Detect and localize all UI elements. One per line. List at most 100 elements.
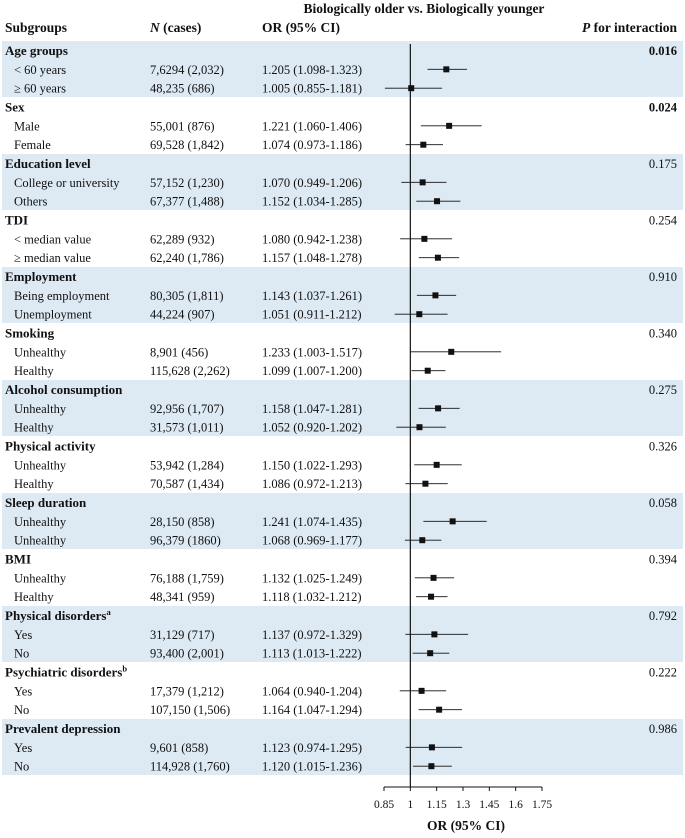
n-cases: 17,379 (1,212) bbox=[150, 684, 224, 698]
subgroup-label: Unhealthy bbox=[14, 402, 67, 416]
subgroup-label: Healthy bbox=[14, 421, 54, 435]
p-interaction: 0.326 bbox=[649, 440, 677, 454]
n-cases: 96,379 (1860) bbox=[150, 534, 221, 548]
header-n-italic: N bbox=[149, 20, 161, 35]
or-point bbox=[436, 706, 443, 713]
row-band bbox=[2, 380, 683, 436]
n-cases: 31,573 (1,011) bbox=[150, 421, 224, 435]
row-band bbox=[2, 41, 683, 97]
or-ci-text: 1.052 (0.920-1.202) bbox=[262, 421, 362, 435]
group-title: Sleep duration bbox=[5, 495, 87, 510]
or-point bbox=[434, 254, 441, 261]
n-cases: 55,001 (876) bbox=[150, 119, 215, 133]
subgroup-label: College or university bbox=[14, 176, 120, 190]
group-title-text: Employment bbox=[5, 269, 77, 284]
or-ci-text: 1.064 (0.940-1.204) bbox=[262, 684, 362, 698]
or-point bbox=[419, 537, 426, 544]
group-title-text: Sex bbox=[5, 100, 25, 115]
p-interaction: 0.340 bbox=[649, 327, 677, 341]
group-title-text: BMI bbox=[5, 552, 31, 567]
p-interaction: 0.275 bbox=[649, 383, 677, 397]
group-title: Prevalent depression bbox=[5, 721, 121, 736]
subgroup-label: ≥ median value bbox=[14, 251, 91, 265]
subgroup-label: Healthy bbox=[14, 477, 54, 491]
subgroup-label: Unhealthy bbox=[14, 515, 67, 529]
n-cases: 62,289 (932) bbox=[150, 232, 215, 246]
subgroup-label: Unhealthy bbox=[14, 458, 67, 472]
or-point bbox=[430, 574, 437, 581]
header-p-italic: P bbox=[582, 20, 591, 35]
n-cases: 7,6294 (2,032) bbox=[150, 63, 224, 77]
group-title: Psychiatric disordersb bbox=[5, 664, 127, 680]
n-cases: 9,601 (858) bbox=[150, 741, 208, 755]
or-point bbox=[421, 235, 428, 242]
subgroup-label: Unhealthy bbox=[14, 571, 67, 585]
n-cases: 48,235 (686) bbox=[150, 82, 215, 96]
or-ci-text: 1.241 (1.074-1.435) bbox=[262, 515, 362, 529]
or-point bbox=[416, 311, 423, 318]
header-p-rest: for interaction bbox=[590, 20, 677, 35]
p-interaction: 0.910 bbox=[649, 270, 677, 284]
n-cases: 114,928 (1,760) bbox=[150, 760, 230, 774]
group-title-superscript: a bbox=[106, 607, 111, 617]
p-interaction: 0.986 bbox=[649, 722, 677, 736]
n-cases: 28,150 (858) bbox=[150, 515, 215, 529]
subgroup-label: Unemployment bbox=[14, 308, 92, 322]
group-title-text: Psychiatric disorders bbox=[5, 665, 122, 680]
n-cases: 93,400 (2,001) bbox=[150, 647, 224, 661]
subgroup-label: Female bbox=[14, 138, 51, 152]
or-point bbox=[420, 141, 427, 148]
subgroup-label: No bbox=[14, 647, 29, 661]
x-tick-label: 1 bbox=[407, 799, 413, 811]
or-ci-text: 1.158 (1.047-1.281) bbox=[262, 402, 362, 416]
or-ci-text: 1.068 (0.969-1.177) bbox=[262, 534, 362, 548]
n-cases: 53,942 (1,284) bbox=[150, 458, 224, 472]
group-title-text: Age groups bbox=[5, 43, 68, 58]
n-cases: 69,528 (1,842) bbox=[150, 138, 224, 152]
p-interaction: 0.175 bbox=[649, 157, 677, 171]
subgroup-label: Healthy bbox=[14, 364, 54, 378]
group-title: TDI bbox=[5, 213, 28, 228]
p-interaction: 0.222 bbox=[649, 666, 677, 680]
or-ci-text: 1.118 (1.032-1.212) bbox=[262, 590, 362, 604]
or-ci-text: 1.205 (1.098-1.323) bbox=[262, 63, 362, 77]
n-cases: 44,224 (907) bbox=[150, 308, 215, 322]
n-cases: 92,956 (1,707) bbox=[150, 402, 224, 416]
row-band bbox=[2, 606, 683, 662]
n-cases: 76,188 (1,759) bbox=[150, 571, 224, 585]
group-title-text: Alcohol consumption bbox=[5, 382, 123, 397]
n-cases: 57,152 (1,230) bbox=[150, 176, 224, 190]
x-tick-label: 1.75 bbox=[532, 799, 552, 811]
or-ci-text: 1.137 (0.972-1.329) bbox=[262, 628, 362, 642]
group-title-text: Smoking bbox=[5, 326, 55, 341]
p-interaction: 0.016 bbox=[649, 44, 677, 58]
subgroup-label: ≥ 60 years bbox=[14, 82, 66, 96]
table-rows: Age groups 0.016 < 60 years 7,6294 (2,032) 1… bbox=[5, 43, 678, 774]
subgroup-label: Being employment bbox=[14, 289, 110, 303]
or-point bbox=[428, 763, 435, 770]
or-point bbox=[431, 631, 438, 638]
p-interaction: 0.792 bbox=[649, 609, 677, 623]
row-bands bbox=[2, 41, 683, 775]
or-point bbox=[416, 424, 423, 431]
or-point bbox=[433, 461, 440, 468]
or-ci-text: 1.051 (0.911-1.212) bbox=[262, 308, 362, 322]
or-point bbox=[443, 66, 450, 73]
group-title-text: Prevalent depression bbox=[5, 721, 121, 736]
or-ci-text: 1.120 (1.015-1.236) bbox=[262, 760, 362, 774]
or-point bbox=[446, 122, 453, 129]
group-title: Employment bbox=[5, 269, 77, 284]
header-p-interaction: P for interaction bbox=[582, 20, 677, 35]
group-title: BMI bbox=[5, 552, 31, 567]
subgroup-label: Yes bbox=[14, 684, 32, 698]
group-title-text: Physical activity bbox=[5, 439, 96, 454]
p-interaction: 0.254 bbox=[649, 214, 678, 228]
or-ci-text: 1.070 (0.949-1.206) bbox=[262, 176, 362, 190]
x-axis-label: OR (95% CI) bbox=[427, 818, 505, 833]
header-or: OR (95% CI) bbox=[262, 20, 340, 35]
or-ci-text: 1.074 (0.973-1.186) bbox=[262, 138, 362, 152]
n-cases: 62,240 (1,786) bbox=[150, 251, 224, 265]
or-ci-text: 1.005 (0.855-1.181) bbox=[262, 82, 362, 96]
n-cases: 31,129 (717) bbox=[150, 628, 215, 642]
